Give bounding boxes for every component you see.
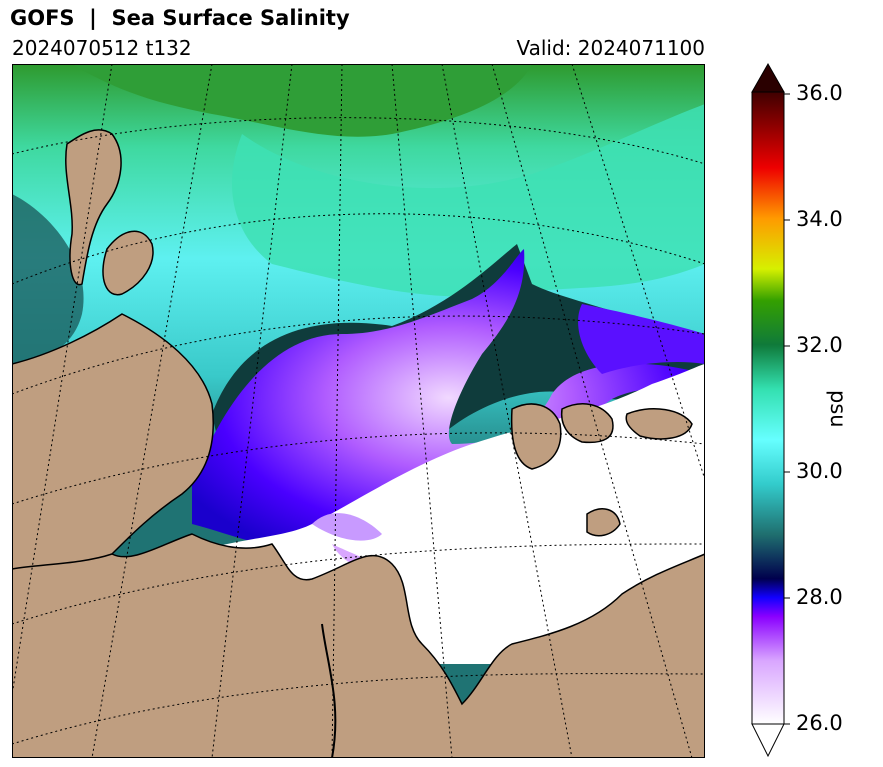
colorbar (751, 62, 790, 758)
colorbar-tick-26: 26.0 (796, 711, 843, 735)
colorbar-tick-30: 30.0 (796, 459, 843, 483)
island-east-4 (586, 508, 621, 537)
colorbar-gradient (751, 91, 785, 725)
high-salinity-region (72, 64, 532, 137)
run-label: 2024070512 t132 (12, 36, 192, 60)
salinity-map (12, 64, 705, 758)
island-arctic-1 (65, 129, 122, 286)
colorbar-unit-label: psu (826, 390, 850, 428)
colorbar-tick-36: 36.0 (796, 81, 843, 105)
graticule (12, 64, 705, 758)
island-east-3 (625, 408, 693, 440)
east-plume (578, 304, 705, 374)
valid-label: Valid: 2024071100 (516, 36, 705, 60)
land-mass-south (12, 533, 705, 758)
colorbar-extend-bottom (751, 723, 785, 758)
colorbar-tick-32: 32.0 (796, 333, 843, 357)
green-band (232, 104, 705, 297)
map-frame (12, 64, 705, 758)
plume-streak-1 (312, 513, 382, 541)
plot-title: GOFS | Sea Surface Salinity (10, 6, 350, 30)
colorbar-tick-28: 28.0 (796, 585, 843, 609)
island-east-1 (510, 403, 562, 470)
fresh-water-plume (192, 249, 705, 547)
colorbar-tick-34: 34.0 (796, 207, 843, 231)
island-east-2 (560, 403, 614, 444)
island-arctic-2 (102, 230, 154, 296)
colorbar-extend-top (751, 62, 785, 93)
teal-band-west (12, 194, 84, 364)
